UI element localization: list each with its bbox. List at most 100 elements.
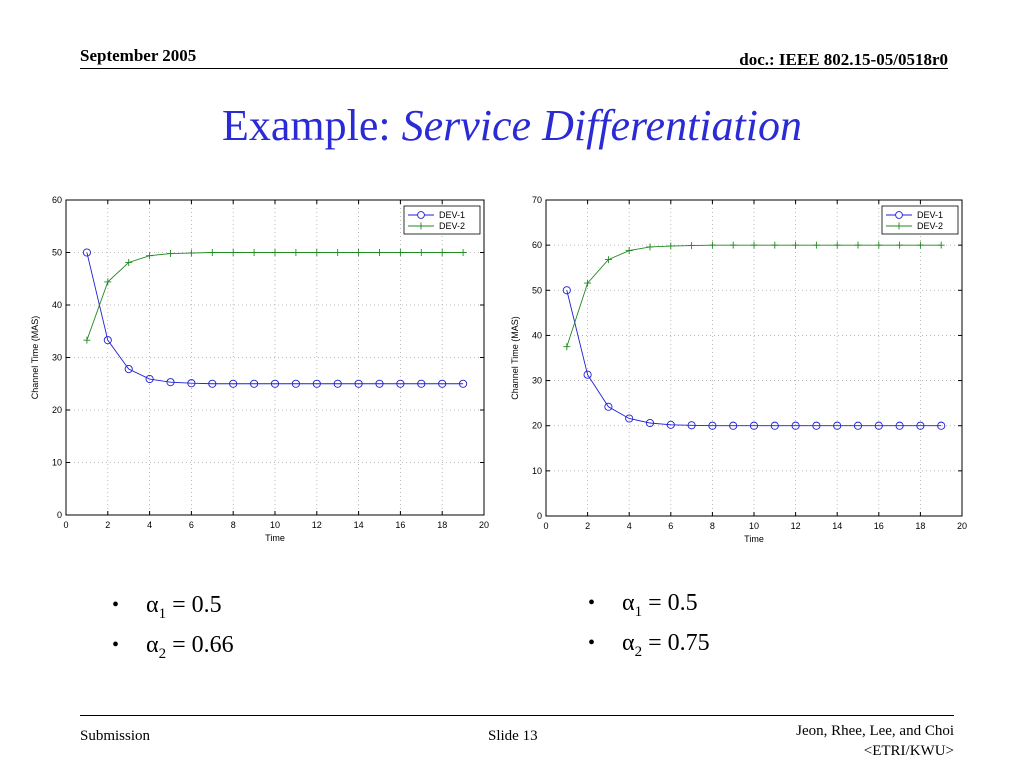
legend-label-dev-1: DEV-1: [439, 210, 465, 220]
legend-marker: [417, 222, 425, 230]
y-tick-label: 0: [57, 510, 62, 520]
data-point-dev-2: [187, 249, 195, 257]
data-point-dev-2: [208, 249, 216, 256]
data-point-dev-2: [667, 242, 675, 250]
series-line-dev-1: [566, 290, 942, 427]
footer-slide-number: Slide 13: [488, 728, 538, 744]
data-point-dev-1: [729, 421, 738, 430]
data-point-dev-1: [666, 420, 675, 429]
data-point-dev-2: [729, 241, 737, 249]
y-tick-label: 50: [532, 285, 542, 295]
data-point-dev-2: [229, 249, 237, 256]
header-doc-id: doc.: IEEE 802.15-05/0518r0: [739, 50, 948, 69]
data-point-dev-2: [563, 343, 571, 351]
data-point-dev-2: [396, 249, 404, 256]
data-point-dev-2: [812, 241, 820, 249]
x-tick-label: 12: [791, 521, 801, 531]
data-point-dev-1: [187, 379, 196, 388]
data-point-dev-2: [854, 241, 862, 249]
data-point-dev-2: [438, 249, 446, 256]
legend-marker: [417, 211, 425, 219]
data-point-dev-1: [708, 421, 717, 430]
param-alpha1: α1 = 0.5: [146, 592, 222, 622]
data-point-dev-2: [833, 241, 841, 249]
data-point-dev-1: [604, 402, 613, 411]
y-tick-label: 20: [52, 405, 62, 415]
x-tick-label: 8: [710, 521, 715, 531]
y-tick-label: 20: [532, 421, 542, 431]
data-point-dev-2: [334, 249, 342, 256]
data-point-dev-2: [604, 256, 612, 264]
x-tick-label: 6: [189, 520, 194, 530]
data-point-dev-1: [145, 374, 154, 384]
data-point-dev-1: [270, 379, 280, 388]
x-tick-label: 16: [874, 521, 884, 531]
y-tick-label: 70: [532, 195, 542, 205]
x-tick-label: 14: [354, 520, 364, 530]
data-point-dev-1: [354, 379, 363, 388]
y-tick-label: 10: [532, 466, 542, 476]
data-point-dev-1: [687, 421, 696, 430]
y-axis-label: Channel Time (MAS): [30, 316, 40, 400]
x-tick-label: 18: [915, 521, 925, 531]
x-tick-label: 0: [543, 521, 548, 531]
data-point-dev-1: [853, 421, 863, 430]
data-point-dev-1: [333, 379, 342, 388]
footer-divider: [80, 715, 954, 716]
bullet: •: [588, 592, 596, 614]
data-point-dev-1: [459, 379, 468, 388]
x-tick-label: 12: [312, 520, 322, 530]
legend-box: [881, 205, 959, 235]
x-tick-label: 2: [105, 520, 110, 530]
x-tick-label: 4: [627, 521, 632, 531]
legend-box: [403, 205, 481, 235]
title-italic: Service Differentiation: [401, 101, 802, 150]
data-point-dev-2: [937, 241, 945, 249]
data-point-dev-2: [104, 278, 112, 286]
footer-submission: Submission: [80, 728, 151, 744]
data-point-dev-1: [749, 421, 759, 430]
x-tick-label: 18: [437, 520, 447, 530]
x-tick-label: 20: [957, 521, 967, 531]
series-line-dev-1: [86, 252, 464, 385]
chart-right: 0 10 20 30 40 50 60 70 0 2 4 6 8 10 12 14 16 18 20 Time Chan…: [508, 192, 978, 552]
legend-marker: [895, 222, 903, 230]
param-alpha2: α2 = 0.66: [146, 632, 234, 662]
data-point-dev-2: [125, 258, 133, 266]
plot-frame: [65, 199, 485, 516]
bullet: •: [112, 594, 120, 616]
x-tick-label: 10: [749, 521, 759, 531]
title-prefix: Example:: [222, 101, 402, 150]
y-tick-label: 50: [52, 248, 62, 258]
footer-authors: Jeon, Rhee, Lee, and Choi <ETRI/KWU>: [796, 721, 954, 761]
data-point-dev-1: [937, 421, 946, 430]
data-point-dev-1: [562, 286, 571, 295]
footer-org: <ETRI/KWU>: [863, 743, 954, 759]
x-tick-label: 10: [270, 520, 280, 530]
y-tick-label: 30: [52, 353, 62, 363]
data-point-dev-1: [916, 421, 925, 430]
legend-label-dev-2: DEV-2: [917, 221, 943, 231]
data-point-dev-2: [292, 249, 300, 256]
data-point-dev-2: [688, 242, 696, 250]
bullet: •: [588, 632, 596, 654]
chart-right-svg: 0 10 20 30 40 50 60 70 0 2 4 6 8 10 12 14 16 18 20 Time Chan…: [510, 195, 967, 544]
chart-left: 0 10 20 30 40 50 60 0 2 4 6 8 10 12 14 16 18 20 Time Channe…: [28, 192, 498, 552]
data-point-dev-1: [770, 421, 779, 430]
y-axis-label: Channel Time (MAS): [510, 316, 520, 400]
data-point-dev-2: [459, 249, 467, 256]
data-point-dev-1: [396, 379, 405, 388]
x-axis-label: Time: [265, 533, 285, 543]
y-tick-label: 40: [52, 300, 62, 310]
data-point-dev-1: [812, 421, 821, 430]
data-point-dev-1: [625, 414, 634, 423]
data-point-dev-2: [771, 241, 779, 249]
data-point-dev-1: [166, 378, 175, 387]
data-point-dev-2: [646, 243, 654, 251]
header-date: September 2005: [80, 46, 197, 65]
data-point-dev-2: [355, 249, 363, 256]
data-point-dev-1: [375, 379, 384, 388]
x-tick-label: 14: [832, 521, 842, 531]
bullet: •: [112, 634, 120, 656]
data-point-dev-2: [584, 279, 592, 287]
